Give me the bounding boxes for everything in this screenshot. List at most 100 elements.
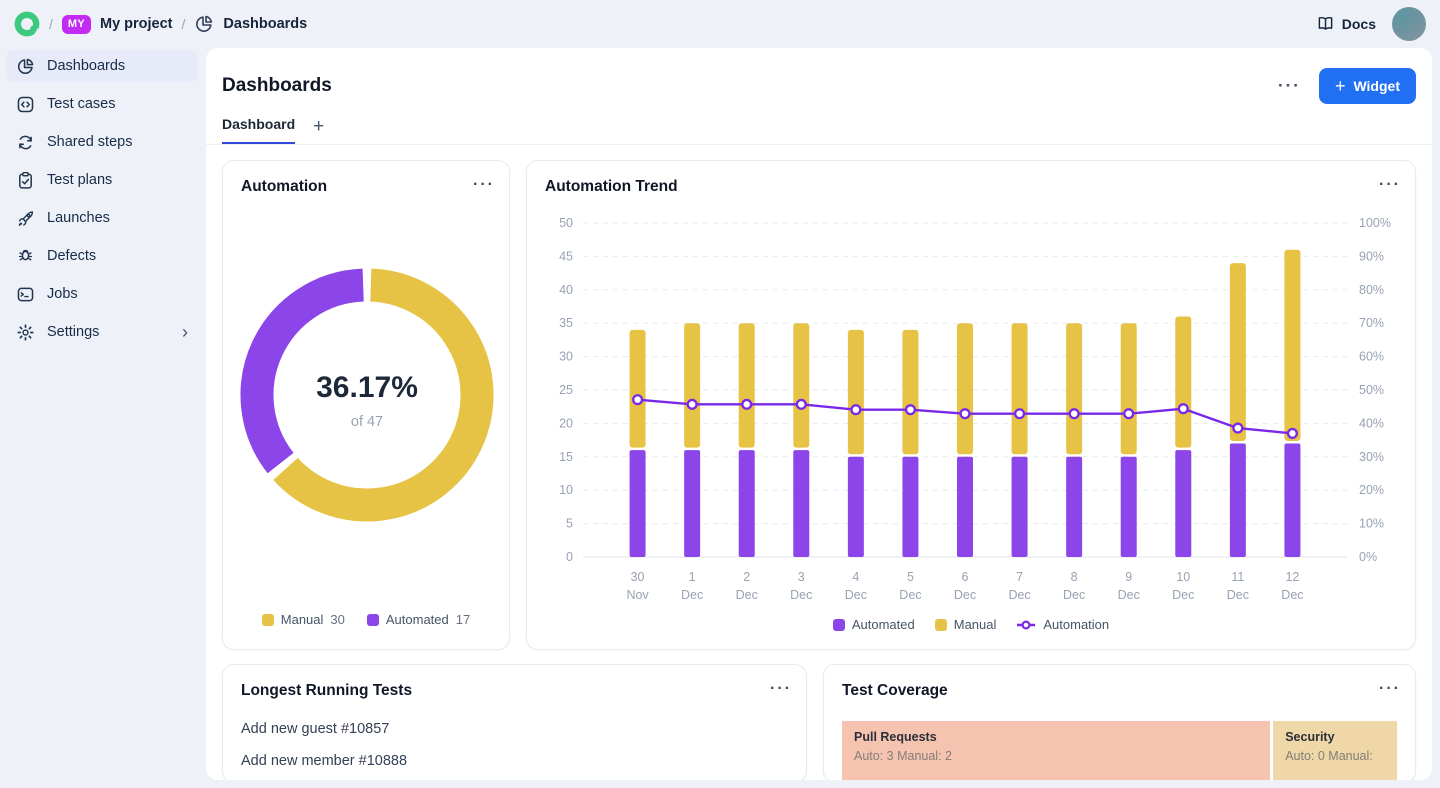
sidebar-item-label: Test plans (47, 172, 113, 188)
widget-title: Longest Running Tests (241, 682, 413, 699)
widget-longest-running-tests: Longest Running Tests ··· Add new guest … (222, 664, 807, 780)
sidebar-item-launches[interactable]: Launches (6, 202, 198, 234)
trend-legend: Automated Manual Automation (527, 617, 1415, 632)
donut-legend: Manual 30 Automated 17 (223, 612, 509, 627)
svg-text:36.17%: 36.17% (316, 371, 418, 404)
add-widget-button[interactable]: + Widget (1318, 68, 1416, 104)
coverage-treemap: Pull Requests Auto: 3 Manual: 2 Security… (842, 721, 1397, 780)
legend-label: Automation (1043, 617, 1110, 632)
test-list-item[interactable]: Add new guest #10857 (241, 721, 390, 737)
breadcrumb-separator: / (181, 16, 186, 32)
svg-text:25: 25 (559, 383, 573, 397)
qase-logo-icon[interactable] (14, 11, 40, 37)
main-panel: Dashboards ··· + Widget Dashboard + Auto… (206, 48, 1432, 780)
user-avatar[interactable] (1392, 7, 1426, 41)
svg-text:15: 15 (559, 450, 573, 464)
sidebar-item-label: Dashboards (47, 58, 126, 74)
sidebar-item-settings[interactable]: Settings › (6, 316, 198, 348)
svg-text:40: 40 (559, 283, 573, 297)
sidebar-item-label: Launches (47, 210, 110, 226)
more-options-icon[interactable]: ··· (1379, 176, 1401, 193)
breadcrumb-separator: / (49, 16, 53, 32)
docs-button[interactable]: Docs (1316, 15, 1376, 33)
coverage-block-name: Pull Requests (854, 730, 937, 744)
add-tab-button[interactable]: + (313, 116, 325, 137)
legend-swatch (366, 613, 379, 626)
legend-label: Manual (953, 617, 997, 632)
sidebar-item-defects[interactable]: Defects (6, 240, 198, 272)
legend-item-manual[interactable]: Manual 30 (261, 612, 345, 627)
svg-text:of 47: of 47 (351, 414, 383, 430)
svg-text:80%: 80% (1359, 283, 1384, 297)
widget-test-coverage: Test Coverage ··· Pull Requests Auto: 3 … (823, 664, 1416, 780)
sidebar-item-test-plans[interactable]: Test plans (6, 164, 198, 196)
legend-item-automated[interactable]: Automated (832, 617, 915, 632)
svg-text:50: 50 (559, 216, 573, 230)
pie-chart-icon (196, 15, 213, 32)
svg-text:10%: 10% (1359, 517, 1384, 531)
svg-text:60%: 60% (1359, 350, 1384, 364)
coverage-block-security[interactable]: Security Auto: 0 Manual: (1273, 721, 1397, 780)
breadcrumb-section[interactable]: Dashboards (223, 16, 308, 32)
sidebar-item-jobs[interactable]: Jobs (6, 278, 198, 310)
automation-trend-chart: 0 5 10 15 20 25 30 35 40 45 50 0% 10% 20% 30% 40% 50% 60%… (559, 216, 1391, 602)
widget-title: Automation (241, 178, 328, 195)
more-options-icon[interactable]: ··· (770, 680, 792, 697)
svg-text:20%: 20% (1359, 483, 1384, 497)
more-options-icon[interactable]: ··· (473, 176, 495, 193)
svg-text:30: 30 (559, 350, 573, 364)
page-title: Dashboards (222, 75, 332, 96)
legend-swatch (261, 613, 274, 626)
pie-chart-icon (18, 58, 34, 74)
more-options-icon[interactable]: ··· (1277, 76, 1301, 95)
bug-icon (18, 249, 33, 260)
tab-dashboard[interactable]: Dashboard (222, 116, 296, 144)
chevron-right-icon: › (182, 322, 188, 342)
svg-text:0%: 0% (1359, 550, 1377, 564)
sidebar-item-label: Settings (47, 324, 100, 340)
more-options-icon[interactable]: ··· (1379, 680, 1401, 697)
sidebar-item-label: Shared steps (47, 134, 133, 150)
legend-swatch (934, 618, 947, 631)
cycle-icon (19, 135, 32, 149)
legend-item-automation-line[interactable]: Automation (1016, 617, 1109, 632)
sidebar-item-test-cases[interactable]: Test cases (6, 88, 198, 120)
project-badge[interactable]: MY (61, 14, 91, 34)
line-marker-icon (1017, 619, 1036, 630)
sidebar: Dashboards Test cases Shared steps Test … (0, 48, 206, 354)
sidebar-item-label: Jobs (47, 286, 78, 302)
svg-text:70%: 70% (1359, 316, 1384, 330)
svg-text:10: 10 (559, 483, 573, 497)
sidebar-item-shared-steps[interactable]: Shared steps (6, 126, 198, 158)
clipboard-check-icon (19, 171, 32, 189)
sidebar-item-dashboards[interactable]: Dashboards (6, 50, 198, 82)
svg-text:30%: 30% (1359, 450, 1384, 464)
legend-value: 30 (330, 612, 345, 627)
top-bar: / MY My project / Dashboards Docs (0, 0, 1440, 48)
coverage-block-name: Security (1285, 730, 1335, 744)
svg-text:0: 0 (566, 550, 573, 564)
legend-label: Manual (280, 612, 324, 627)
automation-donut-chart: 36.17% of 47 (240, 268, 494, 522)
svg-text:40%: 40% (1359, 416, 1384, 430)
svg-text:20: 20 (559, 416, 573, 430)
legend-item-manual[interactable]: Manual (934, 617, 997, 632)
widget-automation-trend: Automation Trend ··· 0 5 10 15 20 25 30 35 40 45 5… (526, 160, 1416, 650)
gear-icon (17, 323, 34, 341)
breadcrumb-project[interactable]: My project (100, 16, 173, 32)
legend-label: Automated (385, 612, 449, 627)
docs-label: Docs (1341, 16, 1376, 32)
coverage-block-pull-requests[interactable]: Pull Requests Auto: 3 Manual: 2 (842, 721, 1271, 780)
widget-automation: Automation ··· 36.17% of 47 Manual 30 Aut… (222, 160, 510, 650)
test-list: Add new guest #10857 Add new member #108… (241, 721, 788, 780)
add-widget-label: Widget (1353, 78, 1400, 94)
legend-item-automated[interactable]: Automated 17 (366, 612, 470, 627)
svg-text:35: 35 (559, 316, 573, 330)
test-list-item[interactable]: Add new member #10888 (241, 753, 408, 769)
